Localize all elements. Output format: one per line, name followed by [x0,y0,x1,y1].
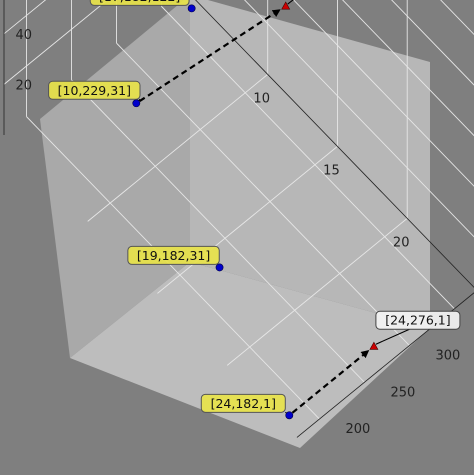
grid-line [26,116,320,420]
x-tick-label: 20 [393,235,410,250]
label-box [89,0,190,6]
grid-line [3,0,109,85]
x-tick-label: 15 [323,163,340,178]
circle-point [215,263,224,272]
y-tick-label: 200 [345,422,370,437]
grid-lines [3,0,474,420]
grid-line [226,218,408,366]
grid-line [161,6,455,310]
point-label: [17,182,122] [99,0,180,4]
circle-point [132,99,141,108]
z-tick-label: 40 [15,28,32,43]
circle-point [285,411,294,420]
grid-line [116,42,410,346]
floor-pane [70,262,430,448]
label-box [200,393,286,413]
connector-arrow [139,9,281,103]
grid-line [293,0,474,187]
point-label: [10,229,31] [58,83,131,98]
label-leader [287,0,294,5]
grid-line [157,146,338,294]
data-points [132,1,379,420]
point-label: [24,276,1] [385,313,450,328]
connector-arrow [291,350,370,414]
tick-labels: 10152020025030035020406080100120 [15,28,460,437]
point-label: [24,182,1] [211,396,276,411]
y-tick-label: 300 [435,349,460,364]
label-box [127,245,220,265]
label-box [375,310,461,330]
label-leader [375,328,410,345]
circle-point [187,4,196,13]
triangle-point [369,341,379,350]
triangle-point [281,1,291,10]
back-pane [190,0,430,328]
grid-line [342,0,474,137]
grid-line [244,0,474,238]
connector-arrows [139,9,370,414]
grid-line [87,74,268,222]
label-box [48,80,141,100]
y-tick-label: 250 [390,385,415,400]
point-label: [19,182,31] [137,248,210,263]
z-tick-label: 20 [15,78,32,93]
grid-line [71,79,365,383]
x-tick-label: 10 [253,91,270,106]
grid-line [391,0,474,86]
x-axis-line [195,0,474,288]
point-labels: [7,205,122][17,182,122][10,229,31][19,18… [48,0,461,413]
grid-line [3,0,47,35]
